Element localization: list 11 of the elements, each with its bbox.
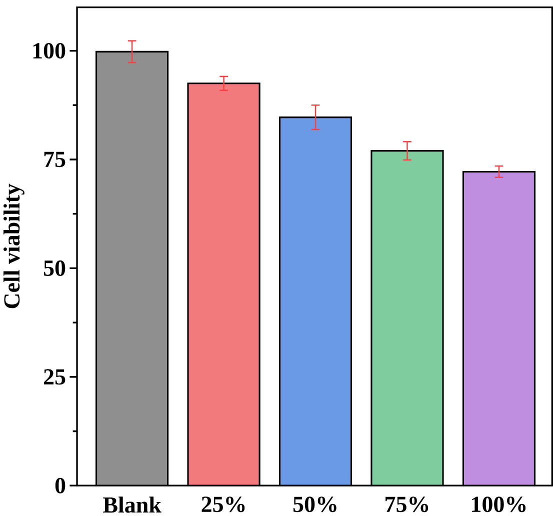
y-tick-label: 75 [44, 152, 66, 168]
y-tick-label: 0 [55, 478, 66, 494]
y-tick-label: 100 [33, 42, 66, 58]
x-tick-label: 75% [386, 496, 428, 512]
y-tick-label: 25 [44, 369, 66, 385]
x-tick-label: Blank [103, 496, 162, 513]
x-tick-label: 25% [202, 496, 245, 512]
y-tick-label: 50 [44, 260, 66, 276]
x-tick-label: 50% [293, 496, 336, 512]
y-axis-title: Cell viability [3, 184, 24, 308]
x-tick-label: 100% [472, 496, 526, 512]
